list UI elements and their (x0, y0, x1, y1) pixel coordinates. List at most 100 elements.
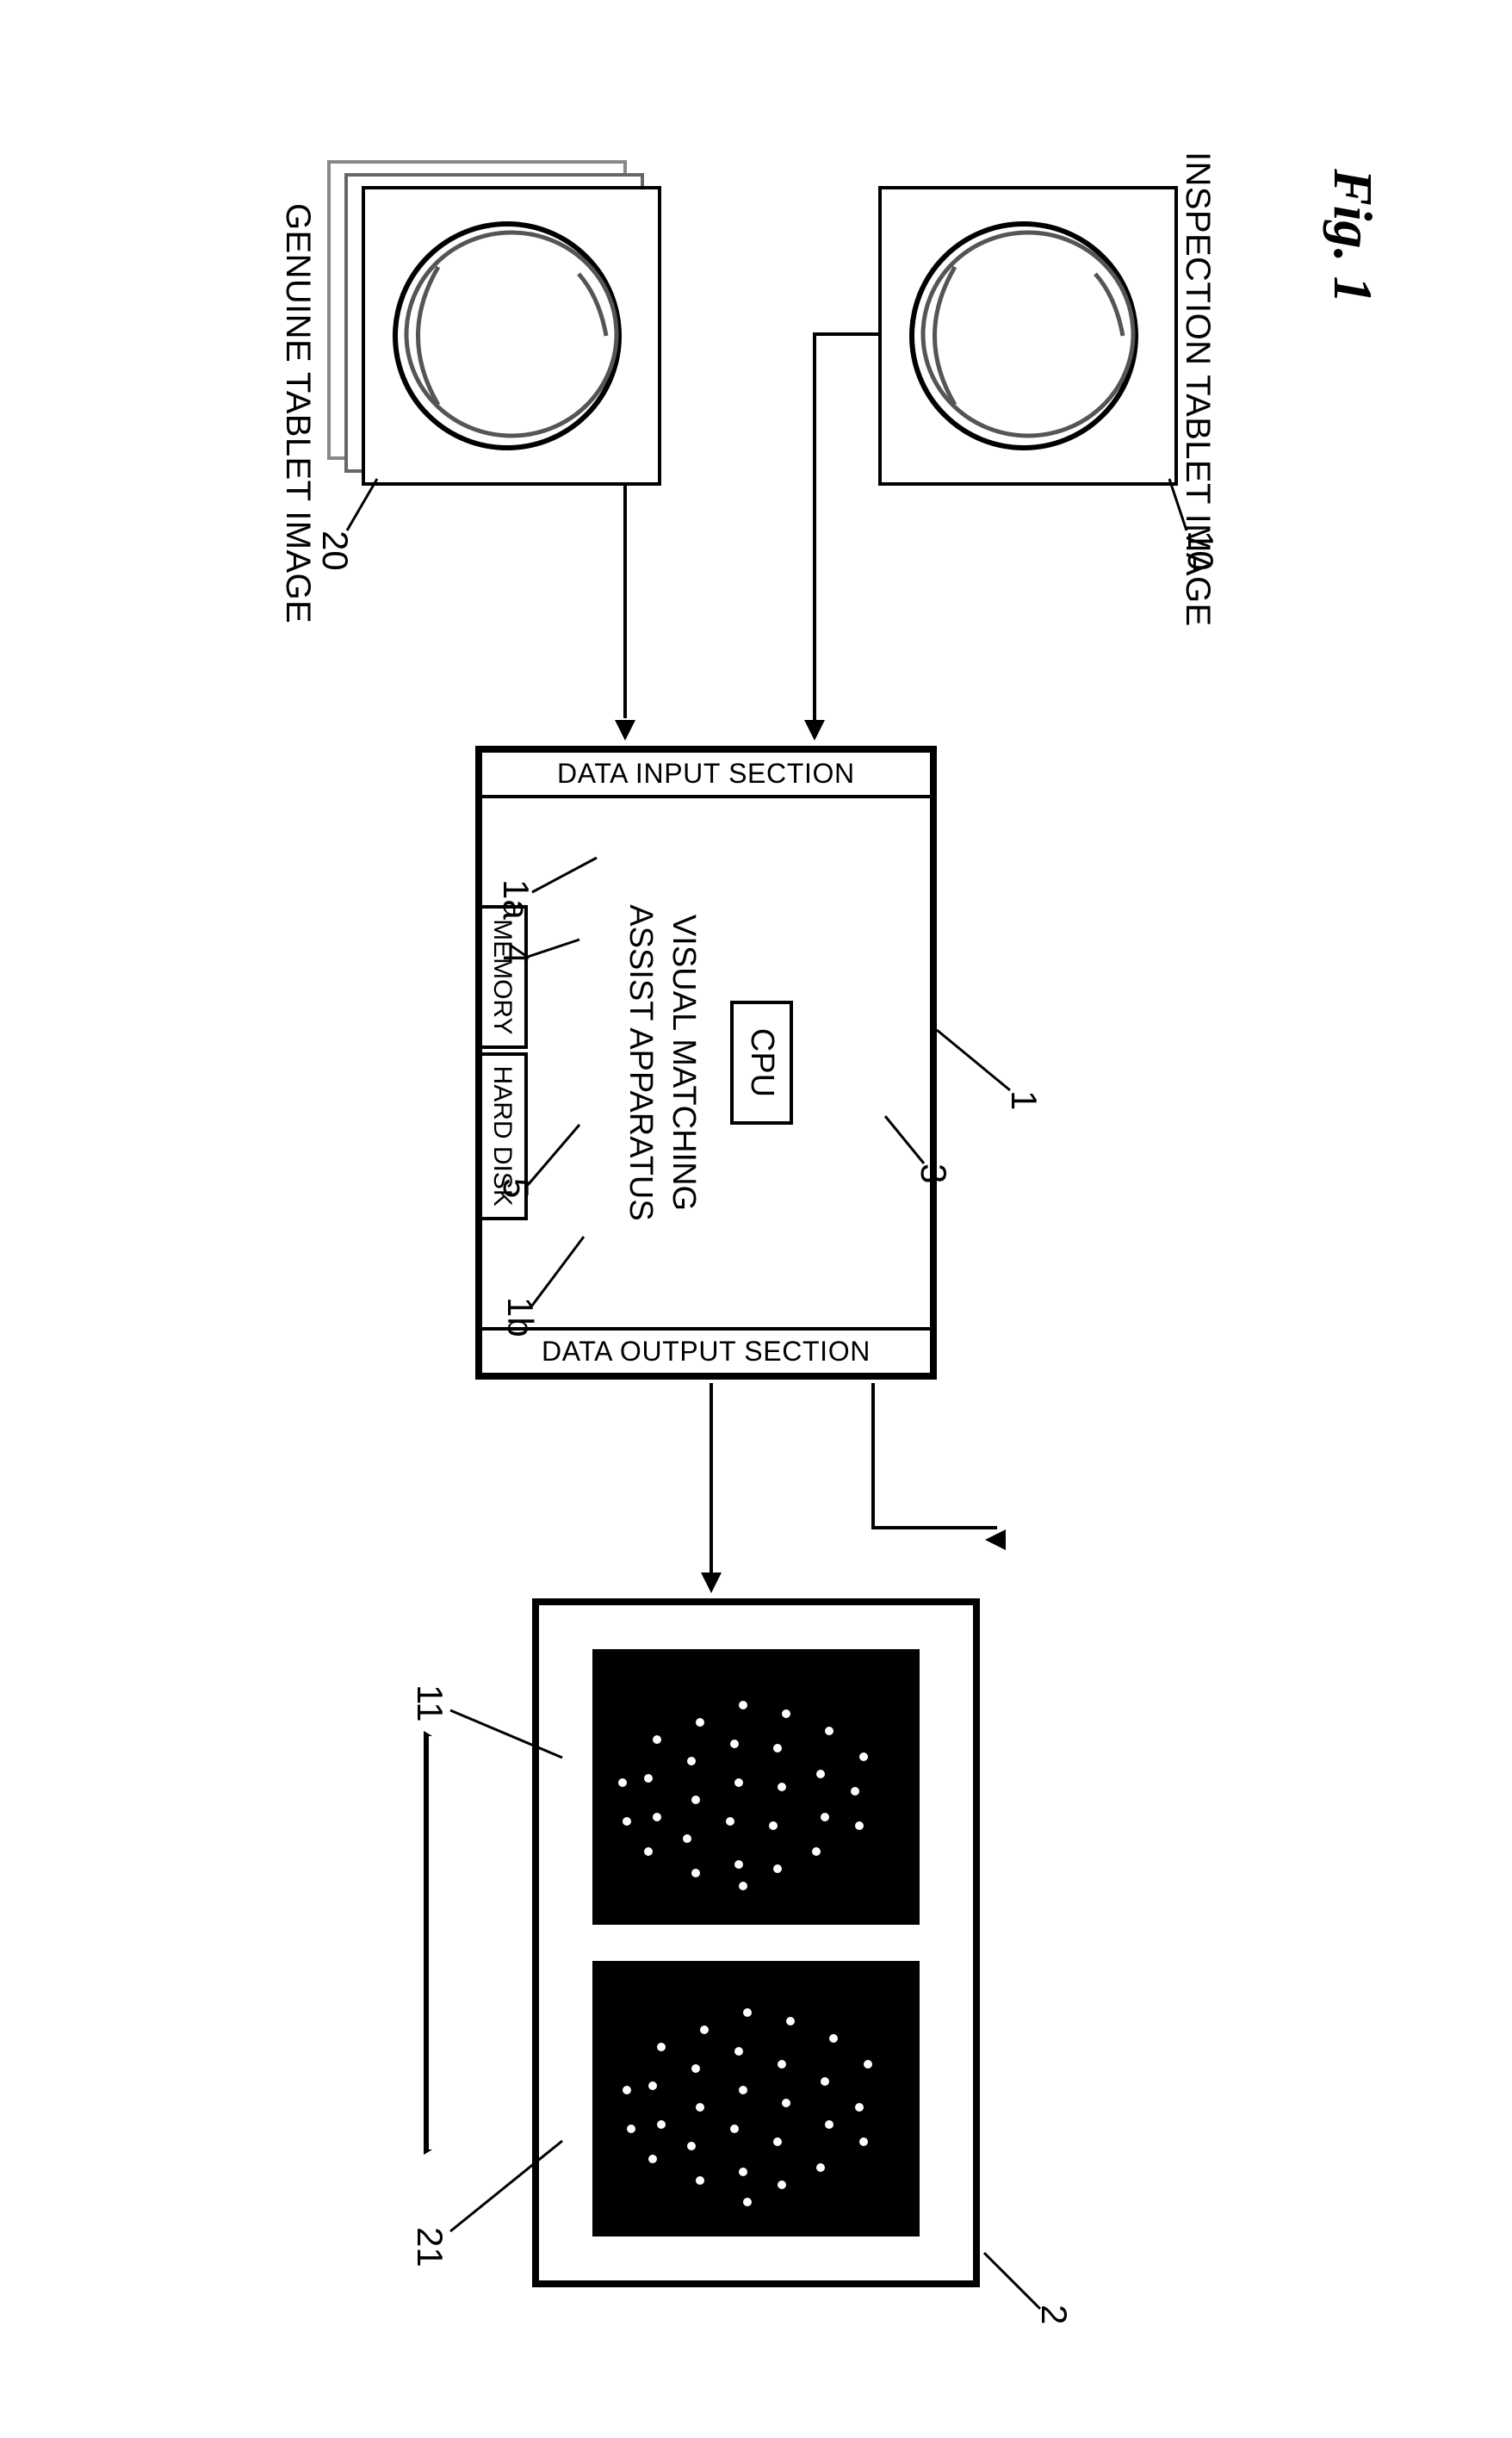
monitor-screen (532, 1598, 980, 2287)
dot (859, 1753, 868, 1761)
dot (739, 2168, 747, 2176)
dot (734, 2047, 743, 2056)
ref-20: 20 (314, 530, 356, 571)
dot (825, 1727, 833, 1735)
ref-3: 3 (913, 1163, 954, 1183)
dot (696, 1718, 704, 1727)
dot (855, 1821, 864, 1830)
dot (821, 1813, 829, 1821)
ref-5: 5 (495, 1178, 536, 1198)
dot (657, 2120, 666, 2129)
dot (623, 2086, 631, 2094)
dot (730, 1740, 739, 1748)
dot (734, 1778, 743, 1787)
arrowhead-icon (804, 720, 825, 741)
dot (812, 1847, 821, 1856)
ref-2: 2 (1033, 2305, 1075, 2324)
connector (813, 332, 882, 336)
ref-1: 1 (1003, 1090, 1044, 1110)
dot (816, 2163, 825, 2172)
dot (782, 2099, 790, 2107)
connector (813, 332, 816, 720)
ref-11: 11 (409, 1684, 450, 1722)
dot (855, 2103, 864, 2112)
dot (657, 2043, 666, 2051)
figure-label: Fig. 1 (1321, 169, 1385, 303)
dot (644, 1774, 653, 1783)
dot (726, 1817, 734, 1826)
apparatus-box: DATA INPUT SECTION CPU VISUAL MATCHING A… (475, 746, 937, 1380)
dot (648, 2155, 657, 2163)
dot (859, 2137, 868, 2146)
connector (710, 1383, 713, 1573)
dot (730, 2125, 739, 2133)
monitor (424, 1598, 980, 2287)
dot (769, 1821, 778, 1830)
dot (648, 2081, 657, 2090)
dot (734, 1860, 743, 1869)
inspection-tablet-image (878, 186, 1178, 486)
leader-line (971, 2253, 1040, 2330)
data-output-section: DATA OUTPUT SECTION (482, 1327, 930, 1373)
dot-panel-left (592, 1649, 920, 1925)
dot (683, 1834, 691, 1843)
dot (743, 2008, 752, 2017)
dot (773, 1864, 782, 1873)
dot (773, 1744, 782, 1753)
data-input-section: DATA INPUT SECTION (482, 753, 930, 798)
dot (700, 2025, 709, 2034)
leader-line (933, 1030, 1010, 1107)
dot-panel-right (592, 1961, 920, 2236)
tablet-icon (882, 189, 1174, 482)
ref-10: 10 (1180, 530, 1221, 571)
genuine-tablet-label: GENUINE TABLET IMAGE (278, 203, 317, 623)
ref-21: 21 (409, 2227, 450, 2267)
arrowhead-icon (701, 1573, 722, 1593)
ref-1a: 1a (495, 879, 536, 920)
dot (821, 2077, 829, 2086)
connector (871, 1526, 997, 1529)
cpu-box: CPU (730, 1000, 793, 1124)
dot (687, 2142, 696, 2150)
dot (739, 1882, 747, 1890)
dot (825, 2120, 833, 2129)
dot (778, 2060, 786, 2069)
dot (623, 1817, 631, 1826)
dot (696, 2176, 704, 2185)
dot (773, 2137, 782, 2146)
dot (864, 2060, 872, 2069)
arrowhead-icon (985, 1529, 1006, 1550)
monitor-stand (424, 1731, 532, 2155)
dot (687, 1757, 696, 1765)
apparatus-title-line2: ASSIST APPARATUS (619, 904, 661, 1220)
dot (816, 1770, 825, 1778)
dot (653, 1813, 661, 1821)
dot (778, 1783, 786, 1791)
dot (627, 2125, 635, 2133)
dot (691, 2064, 700, 2073)
dot (829, 2034, 838, 2043)
connector (871, 1383, 875, 1529)
arrowhead-icon (615, 720, 635, 741)
dot (653, 1735, 661, 1744)
connector (623, 486, 627, 718)
dot (851, 1787, 859, 1796)
apparatus-title-line1: VISUAL MATCHING (661, 914, 703, 1210)
genuine-tablet-image (362, 186, 661, 486)
dot (691, 1869, 700, 1877)
dot (778, 2181, 786, 2189)
dot (739, 2086, 747, 2094)
dot (644, 1847, 653, 1856)
ref-4: 4 (495, 944, 536, 964)
ref-1b: 1b (499, 1297, 541, 1337)
dot (691, 1796, 700, 1804)
memory-box: MEMORY (477, 905, 528, 1048)
dot (618, 1778, 627, 1787)
tablet-icon (365, 189, 658, 482)
dot (786, 2017, 795, 2025)
dot (782, 1709, 790, 1718)
apparatus-center: CPU VISUAL MATCHING ASSIST APPARATUS MEM… (482, 798, 930, 1327)
dot (739, 1701, 747, 1709)
figure-container: Fig. 1 INSPECTION TABLET IMAGE 10 20 GEN… (110, 100, 1402, 2339)
dot (696, 2103, 704, 2112)
